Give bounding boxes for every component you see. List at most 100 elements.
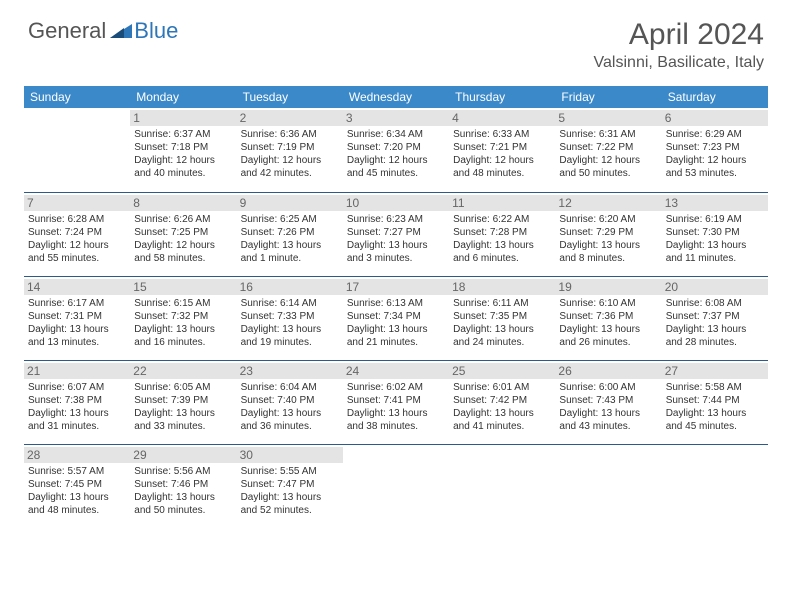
day-number: 27: [662, 363, 768, 379]
day-details: Sunrise: 6:17 AMSunset: 7:31 PMDaylight:…: [28, 297, 126, 349]
day-number: 30: [237, 447, 343, 463]
month-title: April 2024: [594, 18, 764, 52]
day-details: Sunrise: 6:10 AMSunset: 7:36 PMDaylight:…: [559, 297, 657, 349]
day-number: 21: [24, 363, 130, 379]
calendar-cell: 26 Sunrise: 6:00 AMSunset: 7:43 PMDayligh…: [555, 360, 661, 444]
weekday-header: Friday: [555, 86, 661, 108]
day-number: 8: [130, 195, 236, 211]
day-details: Sunrise: 6:20 AMSunset: 7:29 PMDaylight:…: [559, 213, 657, 265]
calendar-cell: 25 Sunrise: 6:01 AMSunset: 7:42 PMDayligh…: [449, 360, 555, 444]
calendar-cell: 3Sunrise: 6:34 AMSunset: 7:20 PMDaylight…: [343, 108, 449, 192]
logo-triangle-icon: [110, 20, 132, 43]
calendar-cell: 2Sunrise: 6:36 AMSunset: 7:19 PMDaylight…: [237, 108, 343, 192]
day-number: 15: [130, 279, 236, 295]
day-details: Sunrise: 6:11 AMSunset: 7:35 PMDaylight:…: [453, 297, 551, 349]
day-number: 16: [237, 279, 343, 295]
day-details: Sunrise: 6:19 AMSunset: 7:30 PMDaylight:…: [666, 213, 764, 265]
calendar-cell: 29 Sunrise: 5:56 AMSunset: 7:46 PMDayligh…: [130, 444, 236, 528]
calendar-week-row: 7Sunrise: 6:28 AMSunset: 7:24 PMDaylight…: [24, 192, 768, 276]
calendar-cell: [24, 108, 130, 192]
calendar-cell: 5 Sunrise: 6:31 AMSunset: 7:22 PMDaylight…: [555, 108, 661, 192]
calendar-cell: 24 Sunrise: 6:02 AMSunset: 7:41 PMDayligh…: [343, 360, 449, 444]
day-details: Sunrise: 6:07 AMSunset: 7:38 PMDaylight:…: [28, 381, 126, 433]
day-details: Sunrise: 6:31 AMSunset: 7:22 PMDaylight:…: [559, 128, 657, 180]
calendar-cell: 15 Sunrise: 6:15 AMSunset: 7:32 PMDayligh…: [130, 276, 236, 360]
calendar-cell: 14Sunrise: 6:17 AMSunset: 7:31 PMDayligh…: [24, 276, 130, 360]
calendar-cell: [343, 444, 449, 528]
logo: General Blue: [28, 18, 178, 44]
day-number: 26: [555, 363, 661, 379]
calendar-cell: 17Sunrise: 6:13 AMSunset: 7:34 PMDayligh…: [343, 276, 449, 360]
day-details: Sunrise: 6:08 AMSunset: 7:37 PMDaylight:…: [666, 297, 764, 349]
day-details: Sunrise: 6:23 AMSunset: 7:27 PMDaylight:…: [347, 213, 445, 265]
day-details: Sunrise: 5:55 AMSunset: 7:47 PMDaylight:…: [241, 465, 339, 517]
calendar-week-row: 28 Sunrise: 5:57 AMSunset: 7:45 PMDayligh…: [24, 444, 768, 528]
calendar-cell: 10 Sunrise: 6:23 AMSunset: 7:27 PMDayligh…: [343, 192, 449, 276]
calendar-body: 1 Sunrise: 6:37 AMSunset: 7:18 PMDaylight…: [24, 108, 768, 528]
weekday-header: Saturday: [662, 86, 768, 108]
day-number: 1: [130, 110, 236, 126]
calendar-cell: 13 Sunrise: 6:19 AMSunset: 7:30 PMDayligh…: [662, 192, 768, 276]
day-details: Sunrise: 6:14 AMSunset: 7:33 PMDaylight:…: [241, 297, 339, 349]
calendar-cell: 6 Sunrise: 6:29 AMSunset: 7:23 PMDaylight…: [662, 108, 768, 192]
day-number: 28: [24, 447, 130, 463]
calendar-cell: 28 Sunrise: 5:57 AMSunset: 7:45 PMDayligh…: [24, 444, 130, 528]
day-number: 12: [555, 195, 661, 211]
day-details: Sunrise: 6:02 AMSunset: 7:41 PMDaylight:…: [347, 381, 445, 433]
calendar-cell: 7Sunrise: 6:28 AMSunset: 7:24 PMDaylight…: [24, 192, 130, 276]
day-number: 19: [555, 279, 661, 295]
calendar-cell: 19 Sunrise: 6:10 AMSunset: 7:36 PMDayligh…: [555, 276, 661, 360]
day-number: 18: [449, 279, 555, 295]
day-details: Sunrise: 6:01 AMSunset: 7:42 PMDaylight:…: [453, 381, 551, 433]
day-details: Sunrise: 5:58 AMSunset: 7:44 PMDaylight:…: [666, 381, 764, 433]
calendar-week-row: 21 Sunrise: 6:07 AMSunset: 7:38 PMDayligh…: [24, 360, 768, 444]
day-details: Sunrise: 6:26 AMSunset: 7:25 PMDaylight:…: [134, 213, 232, 265]
calendar-cell: 27 Sunrise: 5:58 AMSunset: 7:44 PMDayligh…: [662, 360, 768, 444]
day-number: 4: [449, 110, 555, 126]
day-number: 23: [237, 363, 343, 379]
day-number: 13: [662, 195, 768, 211]
calendar-table: SundayMondayTuesdayWednesdayThursdayFrid…: [24, 86, 768, 528]
day-details: Sunrise: 6:22 AMSunset: 7:28 PMDaylight:…: [453, 213, 551, 265]
day-number: 5: [555, 110, 661, 126]
day-number: 10: [343, 195, 449, 211]
calendar-cell: [555, 444, 661, 528]
day-details: Sunrise: 6:15 AMSunset: 7:32 PMDaylight:…: [134, 297, 232, 349]
calendar-week-row: 1 Sunrise: 6:37 AMSunset: 7:18 PMDaylight…: [24, 108, 768, 192]
day-details: Sunrise: 6:13 AMSunset: 7:34 PMDaylight:…: [347, 297, 445, 349]
weekday-header: Thursday: [449, 86, 555, 108]
day-number: 25: [449, 363, 555, 379]
calendar-cell: 20Sunrise: 6:08 AMSunset: 7:37 PMDayligh…: [662, 276, 768, 360]
day-details: Sunrise: 6:05 AMSunset: 7:39 PMDaylight:…: [134, 381, 232, 433]
day-details: Sunrise: 6:00 AMSunset: 7:43 PMDaylight:…: [559, 381, 657, 433]
day-details: Sunrise: 5:57 AMSunset: 7:45 PMDaylight:…: [28, 465, 126, 517]
day-number: 9: [237, 195, 343, 211]
day-number: 29: [130, 447, 236, 463]
calendar-cell: 4 Sunrise: 6:33 AMSunset: 7:21 PMDaylight…: [449, 108, 555, 192]
calendar-cell: 22 Sunrise: 6:05 AMSunset: 7:39 PMDayligh…: [130, 360, 236, 444]
calendar-cell: 21 Sunrise: 6:07 AMSunset: 7:38 PMDayligh…: [24, 360, 130, 444]
day-number: 11: [449, 195, 555, 211]
weekday-header: Sunday: [24, 86, 130, 108]
day-details: Sunrise: 6:29 AMSunset: 7:23 PMDaylight:…: [666, 128, 764, 180]
day-number: 2: [237, 110, 343, 126]
calendar-cell: 30 Sunrise: 5:55 AMSunset: 7:47 PMDayligh…: [237, 444, 343, 528]
calendar-cell: 16 Sunrise: 6:14 AMSunset: 7:33 PMDayligh…: [237, 276, 343, 360]
logo-text-general: General: [28, 18, 106, 44]
weekday-header: Monday: [130, 86, 236, 108]
day-details: Sunrise: 6:25 AMSunset: 7:26 PMDaylight:…: [241, 213, 339, 265]
day-number: 7: [24, 195, 130, 211]
title-block: April 2024 Valsinni, Basilicate, Italy: [594, 18, 764, 72]
day-number: 24: [343, 363, 449, 379]
calendar-cell: 12 Sunrise: 6:20 AMSunset: 7:29 PMDayligh…: [555, 192, 661, 276]
calendar-week-row: 14Sunrise: 6:17 AMSunset: 7:31 PMDayligh…: [24, 276, 768, 360]
calendar-cell: 9 Sunrise: 6:25 AMSunset: 7:26 PMDaylight…: [237, 192, 343, 276]
day-number: 3: [343, 110, 449, 126]
day-number: 6: [662, 110, 768, 126]
calendar-cell: 23 Sunrise: 6:04 AMSunset: 7:40 PMDayligh…: [237, 360, 343, 444]
day-number: 22: [130, 363, 236, 379]
day-details: Sunrise: 5:56 AMSunset: 7:46 PMDaylight:…: [134, 465, 232, 517]
day-details: Sunrise: 6:33 AMSunset: 7:21 PMDaylight:…: [453, 128, 551, 180]
day-details: Sunrise: 6:04 AMSunset: 7:40 PMDaylight:…: [241, 381, 339, 433]
day-details: Sunrise: 6:37 AMSunset: 7:18 PMDaylight:…: [134, 128, 232, 180]
